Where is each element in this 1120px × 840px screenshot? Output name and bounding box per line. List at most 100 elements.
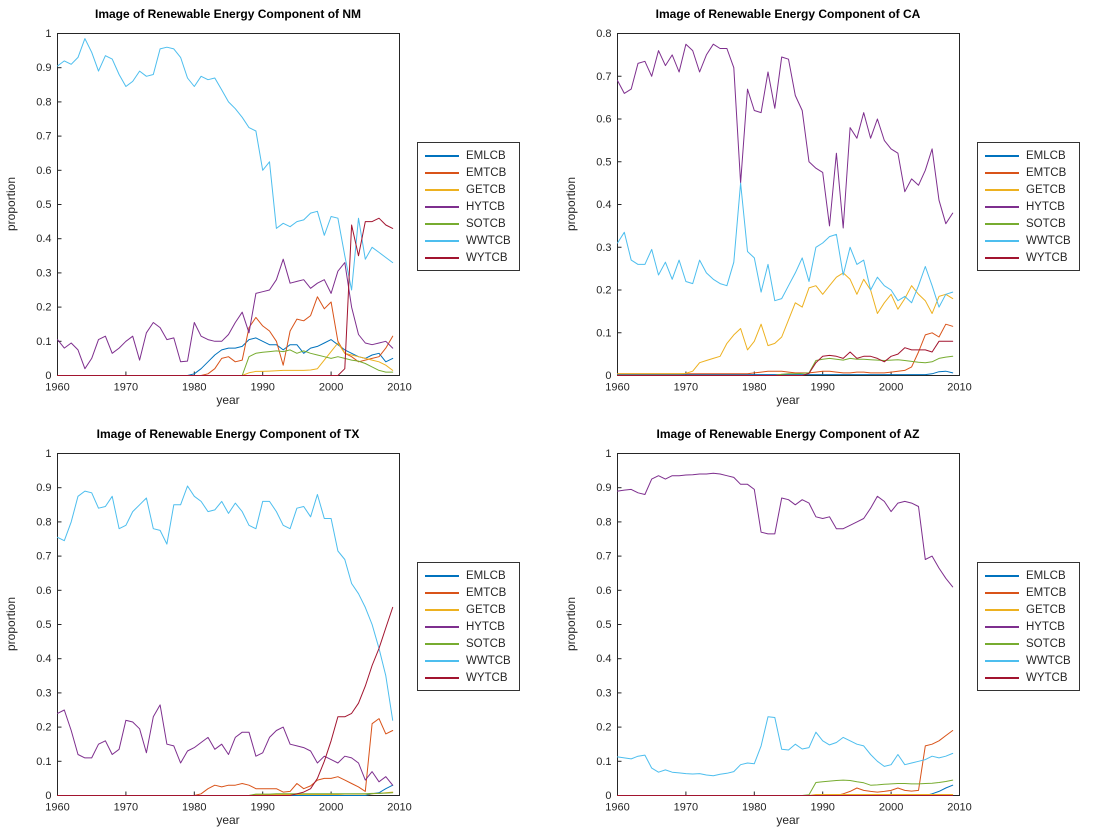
y-tick-label: 0 <box>45 370 51 382</box>
legend-entry-HYTCB: HYTCB <box>985 619 1071 634</box>
y-tick-label: 0.8 <box>596 516 611 528</box>
legend-entry-EMTCB: EMTCB <box>425 585 511 600</box>
legend-line-sample-icon <box>425 625 459 628</box>
legend-label: GETCB <box>1026 603 1066 616</box>
tx-ylabel: proportion <box>4 596 18 652</box>
subplot-tx: 1960 1970 1980 1990 2000 2010 0 0.1 0.2 0.3 0.4 0.5… <box>0 420 560 840</box>
legend-entry-EMTCB: EMTCB <box>425 165 511 180</box>
legend-label: EMTCB <box>1026 586 1067 599</box>
y-tick-label: 0.7 <box>36 131 51 143</box>
legend-line-sample-icon <box>985 608 1019 611</box>
legend-label: WWTCB <box>1026 234 1071 247</box>
legend-label: WYTCB <box>466 671 508 684</box>
y-tick-label: 0.7 <box>596 71 611 83</box>
legend-label: HYTCB <box>1026 200 1065 213</box>
line-EMTCB <box>617 730 954 796</box>
legend-entry-HYTCB: HYTCB <box>985 199 1071 214</box>
line-HYTCB <box>57 258 394 370</box>
nm-legend: EMLCB EMTCB GETCB HYTCB SOTCB WWTCB WYTCB <box>417 142 520 271</box>
x-tick-label: 1960 <box>605 802 629 814</box>
legend-label: WWTCB <box>466 654 511 667</box>
legend-line-sample-icon <box>425 574 459 577</box>
x-tick-label: 1970 <box>674 382 698 394</box>
legend-line-sample-icon <box>425 256 459 259</box>
legend-entry-GETCB: GETCB <box>985 602 1071 617</box>
y-tick-label: 0 <box>605 790 611 802</box>
y-tick-label: 0 <box>605 370 611 382</box>
y-tick-label: 0.5 <box>36 199 51 211</box>
subplot-ca: 1960 1970 1980 1990 2000 2010 0 0.1 0.2 0.3 0.4 0.5… <box>560 0 1120 420</box>
legend-label: GETCB <box>466 603 506 616</box>
x-tick-label: 2000 <box>319 382 343 394</box>
y-tick-label: 0.2 <box>36 722 51 734</box>
line-EMTCB <box>617 323 954 375</box>
y-tick-label: 0.4 <box>596 199 611 211</box>
line-WYTCB <box>617 340 954 376</box>
line-EMLCB <box>617 784 954 796</box>
legend-line-sample-icon <box>425 222 459 225</box>
ca-ylabel: proportion <box>564 176 578 232</box>
x-tick-label: 1990 <box>250 802 274 814</box>
tx-legend: EMLCB EMTCB GETCB HYTCB SOTCB WWTCB WYTCB <box>417 562 520 691</box>
y-tick-label: 0.2 <box>596 722 611 734</box>
y-tick-label: 0.5 <box>596 156 611 168</box>
legend-label: SOTCB <box>466 637 506 650</box>
x-tick-label: 2010 <box>387 802 411 814</box>
legend-entry-EMTCB: EMTCB <box>985 585 1071 600</box>
line-EMLCB <box>57 337 394 376</box>
x-tick-label: 1960 <box>605 382 629 394</box>
y-tick-label: 0.9 <box>36 482 51 494</box>
legend-label: SOTCB <box>1026 217 1066 230</box>
y-tick-label: 0.4 <box>36 233 51 245</box>
y-tick-label: 1 <box>45 28 51 40</box>
legend-entry-WYTCB: WYTCB <box>425 670 511 685</box>
line-WWTCB <box>57 485 394 721</box>
az-ylabel: proportion <box>564 596 578 652</box>
y-tick-label: 0.5 <box>36 619 51 631</box>
x-tick-label: 1970 <box>114 802 138 814</box>
legend-label: EMTCB <box>466 586 507 599</box>
axes-box <box>617 33 960 376</box>
ca-xlabel: year <box>776 393 800 407</box>
x-tick-label: 2010 <box>387 382 411 394</box>
nm-ylabel: proportion <box>4 176 18 232</box>
y-tick-label: 0.9 <box>596 482 611 494</box>
ca-legend: EMLCB EMTCB GETCB HYTCB SOTCB WWTCB WYTCB <box>977 142 1080 271</box>
y-tick-label: 0.2 <box>596 285 611 297</box>
legend-line-sample-icon <box>425 205 459 208</box>
y-tick-label: 0.8 <box>596 28 611 40</box>
line-EMTCB <box>57 296 394 376</box>
legend-label: EMLCB <box>466 569 506 582</box>
legend-line-sample-icon <box>425 154 459 157</box>
line-WWTCB <box>617 716 954 777</box>
legend-label: WWTCB <box>1026 654 1071 667</box>
legend-line-sample-icon <box>985 625 1019 628</box>
subplot-nm: 1960 1970 1980 1990 2000 2010 0 0.1 0.2 0.3 0.4 0.5… <box>0 0 560 420</box>
line-WWTCB <box>617 182 954 308</box>
x-tick-label: 1980 <box>742 802 766 814</box>
x-tick-label: 1980 <box>182 382 206 394</box>
line-EMTCB <box>57 718 394 796</box>
tx-axes: 1960 1970 1980 1990 2000 2010 0 0.1 0.2 0.3 0.4 0.5… <box>36 448 412 814</box>
legend-line-sample-icon <box>985 154 1019 157</box>
y-tick-label: 0.8 <box>36 96 51 108</box>
tx-xlabel: year <box>216 813 240 827</box>
legend-entry-WYTCB: WYTCB <box>985 670 1071 685</box>
legend-entry-GETCB: GETCB <box>985 182 1071 197</box>
nm-axes: 1960 1970 1980 1990 2000 2010 0 0.1 0.2 0.3 0.4 0.5… <box>36 28 412 394</box>
x-tick-label: 1990 <box>810 802 834 814</box>
legend-line-sample-icon <box>985 256 1019 259</box>
legend-label: WYTCB <box>1026 671 1068 684</box>
legend-entry-SOTCB: SOTCB <box>985 636 1071 651</box>
y-tick-label: 0.4 <box>36 653 51 665</box>
legend-entry-EMLCB: EMLCB <box>985 148 1071 163</box>
axes-box <box>57 33 400 376</box>
x-tick-label: 1970 <box>114 382 138 394</box>
x-tick-label: 2010 <box>947 382 971 394</box>
y-tick-label: 0.1 <box>36 336 51 348</box>
az-title: Image of Renewable Energy Component of A… <box>656 427 920 441</box>
y-tick-label: 0.6 <box>596 585 611 597</box>
x-tick-label: 1960 <box>45 802 69 814</box>
az-legend: EMLCB EMTCB GETCB HYTCB SOTCB WWTCB WYTCB <box>977 562 1080 691</box>
legend-entry-SOTCB: SOTCB <box>985 216 1071 231</box>
